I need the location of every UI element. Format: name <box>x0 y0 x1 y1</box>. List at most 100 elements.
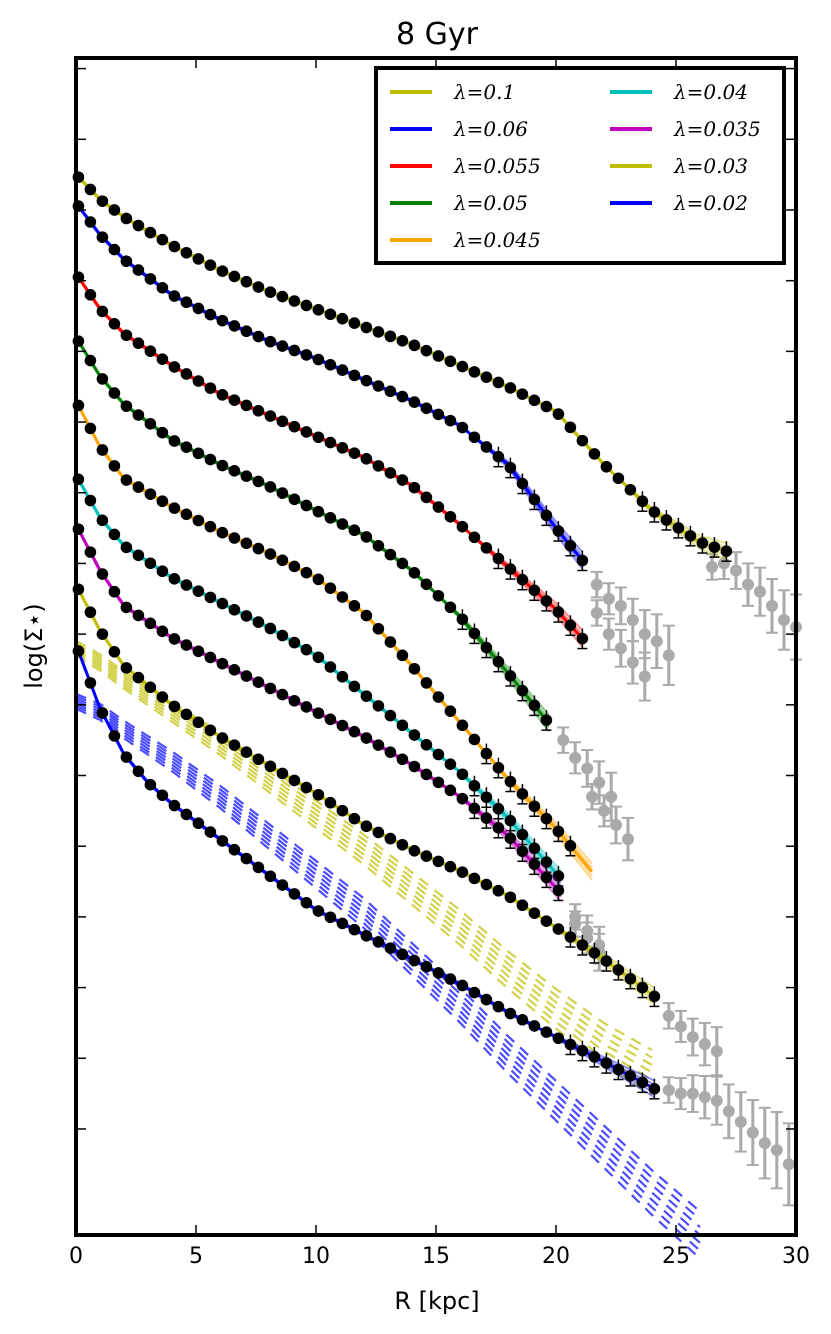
data-point <box>456 719 469 732</box>
data-point <box>144 418 157 430</box>
gray-point <box>710 1045 723 1058</box>
data-point <box>168 502 181 514</box>
data-point <box>300 781 313 794</box>
dashed-model-line <box>75 705 701 1252</box>
gray-point <box>734 1115 747 1128</box>
data-point <box>228 843 241 856</box>
data-point <box>240 399 253 412</box>
dashed-model-line <box>75 649 653 1081</box>
data-point <box>336 364 349 376</box>
data-point <box>180 579 193 591</box>
legend-label: λ=0.03 <box>673 154 748 178</box>
data-point <box>312 788 325 801</box>
data-point <box>348 369 361 382</box>
x-tick-label: 5 <box>189 1244 203 1269</box>
data-point <box>432 408 445 421</box>
data-point <box>576 632 589 645</box>
gray-point <box>782 1158 795 1171</box>
data-point <box>468 627 481 640</box>
data-point <box>552 408 565 420</box>
data-point <box>276 688 289 701</box>
data-point <box>216 732 229 744</box>
data-point <box>324 308 337 321</box>
data-point <box>204 308 217 321</box>
gray-point <box>698 1038 711 1051</box>
data-point <box>456 792 469 805</box>
data-point <box>624 1070 637 1082</box>
data-point <box>552 525 565 537</box>
data-point <box>684 530 697 542</box>
data-point <box>312 505 325 518</box>
data-point <box>96 707 109 719</box>
gray-point <box>590 606 603 619</box>
data-point <box>552 825 565 838</box>
dashed-model-line <box>75 652 653 1089</box>
data-point <box>168 633 181 645</box>
data-point <box>492 552 505 565</box>
data-point <box>588 448 601 460</box>
data-point <box>432 691 445 703</box>
data-point <box>456 613 469 626</box>
data-point <box>228 465 241 477</box>
data-point <box>528 493 541 506</box>
data-point <box>636 981 649 994</box>
data-point <box>480 878 493 891</box>
data-point <box>204 259 217 271</box>
data-point <box>180 296 193 309</box>
data-point <box>252 753 265 766</box>
data-point <box>228 603 241 616</box>
data-point <box>336 518 349 530</box>
data-point <box>348 447 361 459</box>
data-point <box>192 585 205 597</box>
data-point <box>288 493 301 506</box>
plot-frame <box>74 56 798 1237</box>
dashed-model-line <box>75 639 653 1052</box>
data-point <box>384 636 397 648</box>
data-point <box>192 645 205 658</box>
data-point <box>360 820 373 833</box>
data-point <box>420 491 433 504</box>
data-point <box>600 460 613 473</box>
data-point <box>192 447 205 460</box>
data-point <box>180 441 193 453</box>
dashed-model-line <box>75 697 701 1229</box>
data-point <box>264 481 277 493</box>
data-point <box>456 421 469 434</box>
data-point <box>168 799 181 812</box>
dashed-model-line <box>75 647 653 1074</box>
data-point <box>504 670 517 682</box>
gray-point <box>638 628 651 641</box>
data-point <box>144 226 157 239</box>
gray-point <box>674 1087 687 1100</box>
data-point <box>636 495 649 508</box>
data-point <box>492 450 505 463</box>
gray-point <box>766 599 778 612</box>
data-point <box>228 664 241 676</box>
data-point <box>300 896 313 909</box>
data-point <box>480 791 493 804</box>
data-point <box>96 568 109 580</box>
data-point <box>372 739 385 751</box>
data-point <box>324 796 337 809</box>
data-point <box>276 290 289 303</box>
data-point <box>204 651 217 664</box>
data-point <box>480 441 493 453</box>
data-point <box>444 510 457 523</box>
data-point <box>444 973 457 985</box>
data-point <box>312 304 325 316</box>
data-point <box>120 541 133 554</box>
gray-point <box>742 578 754 591</box>
gray-point <box>686 1087 699 1100</box>
data-point <box>600 955 613 967</box>
data-point <box>468 779 481 792</box>
data-point <box>576 1044 589 1057</box>
data-point <box>156 281 169 294</box>
data-point <box>120 751 133 763</box>
legend-label: λ=0.06 <box>453 117 528 141</box>
data-point <box>504 382 517 394</box>
data-point <box>408 760 421 773</box>
data-point <box>216 314 229 327</box>
data-point <box>420 402 433 415</box>
data-point <box>348 317 361 329</box>
